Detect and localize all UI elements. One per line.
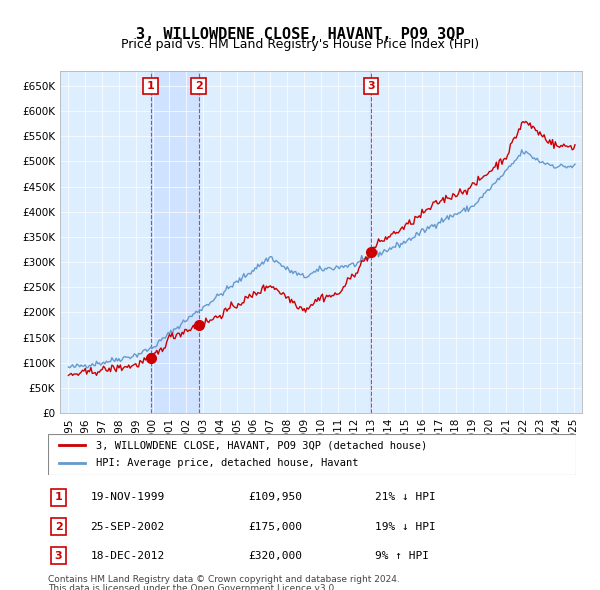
Text: 3: 3 — [55, 551, 62, 560]
Bar — [370, 71, 371, 413]
Text: 2: 2 — [195, 81, 202, 91]
Text: This data is licensed under the Open Government Licence v3.0.: This data is licensed under the Open Gov… — [48, 584, 337, 590]
Text: 19-NOV-1999: 19-NOV-1999 — [90, 493, 164, 502]
Text: 1: 1 — [147, 81, 154, 91]
Text: 9% ↑ HPI: 9% ↑ HPI — [376, 551, 430, 560]
Text: 21% ↓ HPI: 21% ↓ HPI — [376, 493, 436, 502]
Text: 3: 3 — [367, 81, 374, 91]
Text: HPI: Average price, detached house, Havant: HPI: Average price, detached house, Hava… — [95, 458, 358, 468]
Text: 25-SEP-2002: 25-SEP-2002 — [90, 522, 164, 532]
Text: 1: 1 — [55, 493, 62, 502]
Text: 18-DEC-2012: 18-DEC-2012 — [90, 551, 164, 560]
Text: £109,950: £109,950 — [248, 493, 302, 502]
Text: 3, WILLOWDENE CLOSE, HAVANT, PO9 3QP: 3, WILLOWDENE CLOSE, HAVANT, PO9 3QP — [136, 27, 464, 41]
Text: Price paid vs. HM Land Registry's House Price Index (HPI): Price paid vs. HM Land Registry's House … — [121, 38, 479, 51]
Text: £320,000: £320,000 — [248, 551, 302, 560]
FancyBboxPatch shape — [48, 434, 576, 475]
Text: 2: 2 — [55, 522, 62, 532]
Bar — [151, 71, 199, 413]
Text: Contains HM Land Registry data © Crown copyright and database right 2024.: Contains HM Land Registry data © Crown c… — [48, 575, 400, 584]
Text: 3, WILLOWDENE CLOSE, HAVANT, PO9 3QP (detached house): 3, WILLOWDENE CLOSE, HAVANT, PO9 3QP (de… — [95, 440, 427, 450]
Text: £175,000: £175,000 — [248, 522, 302, 532]
Text: 19% ↓ HPI: 19% ↓ HPI — [376, 522, 436, 532]
